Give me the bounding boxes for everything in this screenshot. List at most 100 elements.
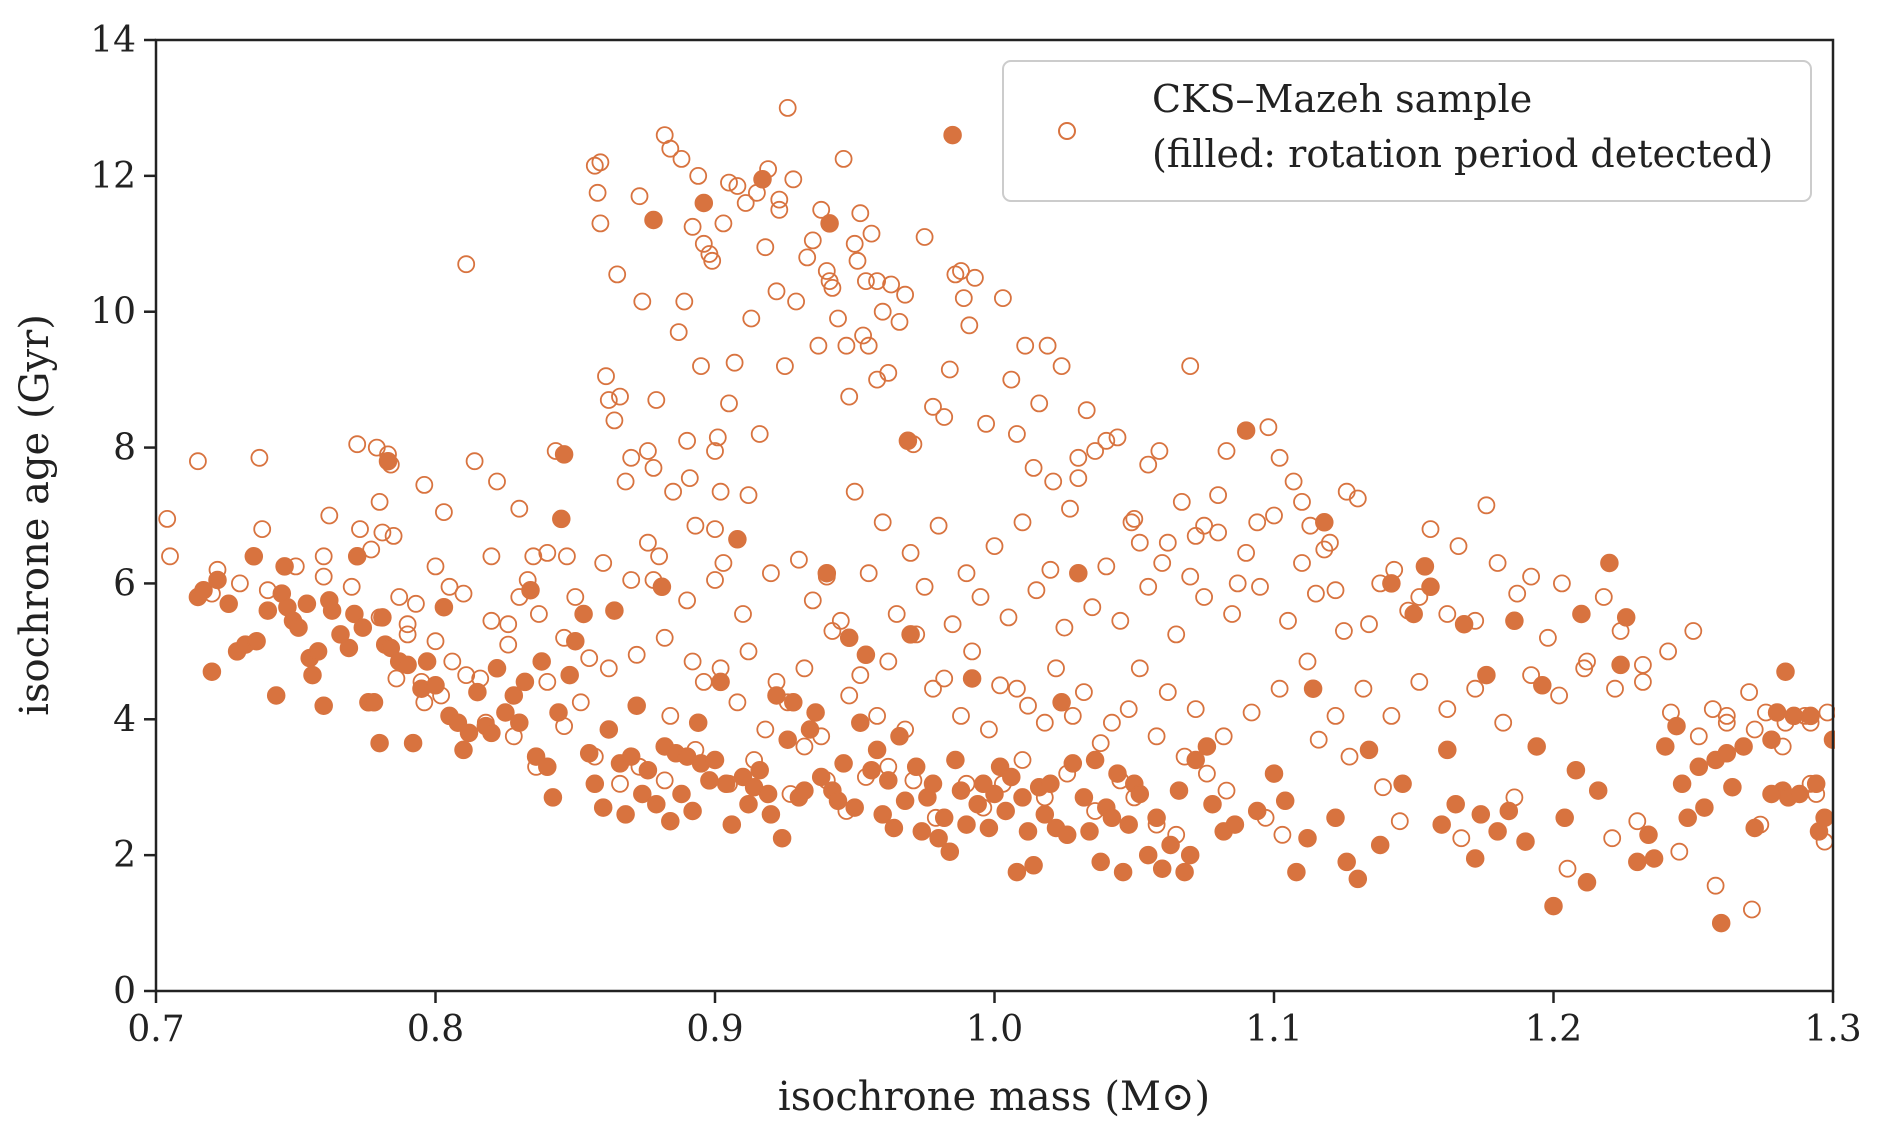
point-open — [1340, 747, 1359, 766]
point-open — [1038, 336, 1057, 355]
point-filled — [347, 547, 367, 566]
point-open — [672, 149, 691, 168]
point-open — [415, 475, 434, 494]
point-filled — [552, 509, 571, 529]
point-filled — [845, 798, 864, 817]
point-open — [798, 248, 817, 267]
point-filled — [1734, 737, 1753, 756]
point-open — [762, 564, 780, 583]
point-filled — [1499, 801, 1519, 821]
point-open — [795, 737, 814, 756]
point-filled — [700, 771, 719, 790]
point-filled — [638, 760, 658, 780]
point-filled — [867, 740, 887, 760]
point-filled — [1505, 611, 1524, 631]
point-open — [1438, 700, 1457, 718]
point-filled — [672, 784, 691, 804]
point-filled — [297, 594, 317, 614]
point-open — [1172, 492, 1191, 511]
point-filled — [943, 125, 962, 145]
x-tick-label: 1.3 — [1804, 1009, 1861, 1050]
point-open — [622, 571, 641, 589]
point-open — [935, 408, 954, 426]
point-open — [1008, 679, 1026, 698]
point-filled — [1348, 869, 1368, 889]
point-open — [457, 255, 476, 274]
point-open — [915, 228, 934, 246]
point-open — [960, 316, 979, 335]
point-filled — [750, 760, 769, 780]
point-filled — [398, 655, 417, 675]
point-open — [1217, 442, 1236, 460]
point-filled — [705, 750, 725, 770]
point-open — [977, 414, 995, 433]
point-open — [588, 183, 607, 202]
point-filled — [1639, 825, 1658, 845]
point-filled — [772, 828, 792, 848]
point-filled — [219, 594, 238, 614]
point-open — [1186, 700, 1205, 718]
point-open — [1488, 554, 1507, 572]
point-open — [1150, 442, 1169, 460]
point-open — [1634, 673, 1652, 691]
point-open — [1091, 734, 1110, 752]
point-open — [1119, 700, 1138, 718]
point-open — [605, 411, 624, 430]
point-open — [1097, 431, 1116, 450]
point-filled — [487, 659, 507, 678]
point-open — [1016, 336, 1035, 355]
point-open — [482, 611, 501, 630]
point-open — [1326, 707, 1345, 725]
legend-line-2: (filled: rotation period detected) — [1152, 132, 1773, 176]
point-filled — [1359, 740, 1379, 760]
point-open — [465, 452, 484, 471]
point-open — [1044, 472, 1063, 491]
point-filled — [1572, 604, 1591, 624]
point-open — [454, 584, 473, 603]
point-filled — [627, 696, 646, 715]
point-filled — [579, 744, 599, 763]
point-open — [1466, 679, 1485, 698]
point-open — [320, 506, 339, 525]
point-open — [599, 391, 618, 409]
point-open — [558, 547, 576, 566]
point-open — [739, 642, 758, 661]
point-filled — [739, 794, 758, 814]
point-open — [608, 265, 627, 284]
point-filled — [1180, 845, 1200, 865]
point-open — [1055, 618, 1074, 637]
point-open — [1382, 707, 1401, 725]
point-filled — [194, 580, 213, 600]
point-open — [1452, 829, 1471, 848]
point-open — [924, 397, 942, 416]
point-filled — [1806, 774, 1826, 794]
point-open — [999, 608, 1018, 627]
point-filled — [879, 771, 898, 790]
point-filled — [554, 445, 574, 464]
point-open — [1125, 510, 1144, 528]
point-open — [859, 336, 878, 355]
point-open — [1186, 527, 1205, 545]
point-open — [683, 217, 702, 236]
point-open — [1139, 577, 1158, 596]
point-open — [664, 482, 682, 501]
point-open — [845, 234, 864, 253]
point-filled — [1393, 774, 1412, 794]
point-open — [817, 262, 836, 280]
legend-line-1: CKS–Mazeh sample — [1152, 77, 1532, 121]
point-open — [585, 156, 604, 175]
point-open — [591, 153, 610, 172]
point-filled — [1711, 913, 1731, 933]
point-filled — [951, 781, 971, 800]
point-open — [686, 516, 705, 535]
point-filled — [1527, 737, 1546, 756]
point-filled — [1041, 774, 1060, 794]
point-filled — [1069, 563, 1088, 583]
point-filled — [538, 757, 557, 777]
point-filled — [1689, 757, 1709, 777]
point-open — [1689, 727, 1708, 746]
point-open — [373, 523, 392, 542]
point-open — [929, 516, 948, 535]
point-open — [851, 204, 870, 223]
point-filled — [962, 669, 982, 688]
